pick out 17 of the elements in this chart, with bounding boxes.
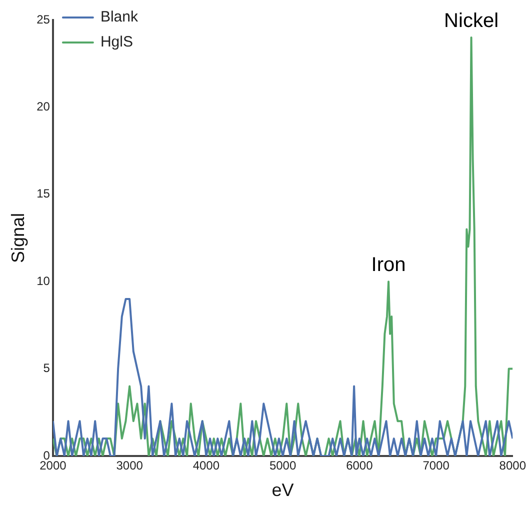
annotation: Iron [371, 254, 406, 276]
x-tick-label: 7000 [422, 458, 450, 473]
x-axis-title: eV [272, 480, 294, 500]
legend-label: Blank [100, 8, 138, 26]
legend-label: HglS [100, 34, 133, 51]
y-tick-label: 15 [36, 186, 50, 201]
y-axis-title: Signal [8, 212, 28, 264]
x-tick-label: 4000 [192, 458, 220, 473]
x-tick-label: 6000 [346, 458, 374, 473]
x-tick-label: 8000 [499, 458, 526, 473]
y-tick-label: 5 [43, 361, 50, 376]
y-tick-label: 25 [36, 12, 50, 26]
x-tick-label: 3000 [116, 458, 144, 473]
y-tick-label: 20 [36, 100, 50, 114]
y-tick-label: 10 [36, 274, 50, 288]
x-tick-label: 5000 [269, 458, 296, 473]
annotation: Nickel [444, 10, 499, 32]
